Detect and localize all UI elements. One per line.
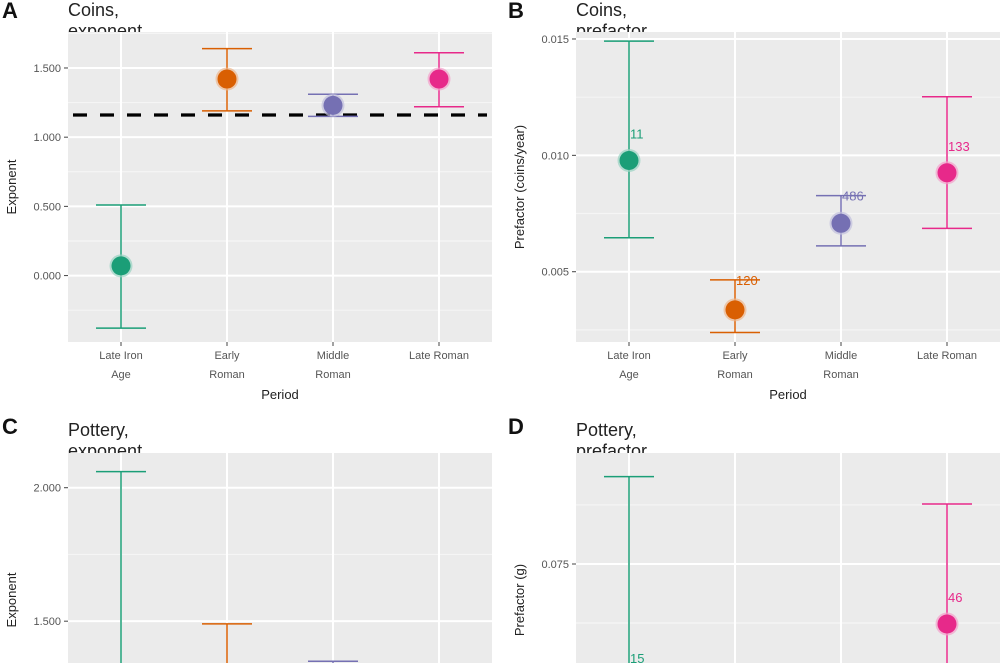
data-point — [323, 95, 343, 115]
x-tick-label-line: Middle — [317, 350, 349, 362]
y-tick-label: 0.005 — [541, 267, 569, 279]
y-axis-title: Exponent — [4, 159, 19, 214]
x-tick-label-line: Late Iron — [607, 350, 650, 362]
data-series-3 — [414, 52, 464, 108]
x-tick-label-line: Roman — [315, 369, 350, 381]
y-axis-title: Prefactor (g) — [512, 564, 527, 636]
sample-size-label: 11 — [630, 126, 644, 141]
data-point — [831, 213, 851, 233]
x-tick-label: Early Roman — [209, 350, 244, 381]
sample-size-label: 15 — [630, 651, 644, 663]
y-tick-label: 1.500 — [33, 63, 61, 75]
plot-background — [68, 32, 492, 342]
data-point — [111, 256, 131, 276]
y-tick-label: 1.000 — [33, 132, 61, 144]
y-axis-title: Prefactor (coins/year) — [512, 125, 527, 249]
x-tick-label-line: Age — [619, 369, 639, 381]
data-point — [937, 614, 957, 634]
plot-area: 1519646 — [576, 453, 1000, 663]
data-series-0 — [96, 470, 146, 663]
x-tick-label: Middle Roman — [315, 350, 350, 381]
x-tick-label-line: Early — [214, 350, 240, 362]
data-series-0 — [96, 204, 146, 329]
data-series-2 — [308, 660, 358, 663]
y-tick-label: 0.010 — [541, 150, 569, 162]
sample-size-label: 486 — [842, 189, 864, 204]
data-point — [619, 150, 639, 170]
x-tick-label-line: Roman — [209, 369, 244, 381]
data-series-1: 120 — [710, 273, 760, 334]
x-axis-title: Period — [261, 387, 299, 402]
sample-size-label: 133 — [948, 139, 970, 154]
plot-background — [576, 453, 1000, 663]
x-tick-label: Late Iron Age — [607, 350, 650, 381]
chart-panel-b: 11 120 486 133 0.005 0.010 0.015 Prefactor (coi… — [512, 32, 1000, 402]
data-series-0: 15 — [604, 475, 654, 663]
plot-area — [68, 453, 492, 663]
data-point — [429, 69, 449, 89]
x-tick-label-line: Age — [111, 369, 131, 381]
x-tick-label: Late Roman — [917, 350, 977, 362]
y-tick-label: 0.500 — [33, 201, 61, 213]
y-tick-label: 0.015 — [541, 34, 569, 46]
x-tick-label-line: Roman — [823, 369, 858, 381]
y-tick-label: 0.075 — [541, 559, 569, 571]
x-tick-label-line: Late Iron — [99, 350, 142, 362]
data-series-1 — [202, 623, 252, 663]
x-tick-label-line: Early — [722, 350, 748, 362]
panel-letter: C — [2, 414, 18, 439]
x-axis-title: Period — [769, 387, 807, 402]
panel-letter: D — [508, 414, 524, 439]
y-tick-label: 0.000 — [33, 271, 61, 283]
sample-size-label: 46 — [948, 590, 962, 605]
x-tick-label-line: Late Roman — [409, 350, 469, 362]
plot-area: 11 120 486 133 — [576, 32, 1000, 342]
chart-panel-a: 0.000 0.500 1.000 1.500 Exponent Late Iron Age… — [4, 32, 492, 402]
x-tick-label-line: Middle — [825, 350, 857, 362]
x-tick-label: Late Roman — [409, 350, 469, 362]
y-tick-label: 2.000 — [33, 483, 61, 495]
data-series-1 — [202, 47, 252, 112]
data-series-3: 46 — [922, 503, 972, 663]
data-point — [725, 300, 745, 320]
plot-background — [68, 453, 492, 663]
panel-letter: A — [2, 0, 18, 23]
sample-size-label: 120 — [736, 273, 758, 288]
y-axis-title: Exponent — [4, 572, 19, 627]
y-tick-label: 1.500 — [33, 616, 61, 628]
data-series-2 — [308, 93, 358, 118]
x-tick-label-line: Late Roman — [917, 350, 977, 362]
data-series-3: 133 — [922, 95, 972, 230]
data-series-0: 11 — [604, 40, 654, 239]
plot-area — [68, 32, 492, 342]
x-tick-label: Late Iron Age — [99, 350, 142, 381]
plot-background — [576, 32, 1000, 342]
data-point — [937, 163, 957, 183]
data-series-2: 486 — [816, 189, 866, 247]
x-tick-label: Early Roman — [717, 350, 752, 381]
x-tick-label-line: Roman — [717, 369, 752, 381]
data-point — [217, 69, 237, 89]
panel-letter: B — [508, 0, 524, 23]
x-tick-label: Middle Roman — [823, 350, 858, 381]
